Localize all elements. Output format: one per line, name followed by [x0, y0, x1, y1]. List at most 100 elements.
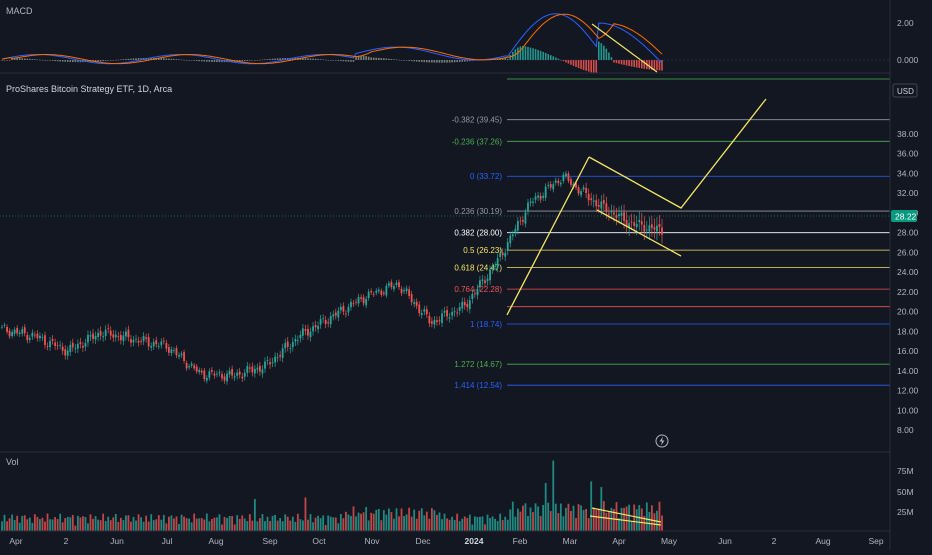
macd-hist-bar: [403, 60, 405, 61]
macd-hist-bar: [656, 60, 658, 71]
candle-body: [274, 356, 277, 363]
macd-hist-bar: [185, 60, 188, 61]
volume-bar: [160, 519, 163, 531]
volume-bar: [205, 513, 208, 531]
volume-bar: [66, 516, 69, 531]
flag-upper-projection[interactable]: [588, 98, 767, 209]
macd-hist-bar: [66, 60, 69, 62]
volume-bar: [16, 515, 19, 531]
volume-bar: [562, 516, 565, 531]
candle-body: [223, 376, 226, 381]
macd-hist-bar: [592, 60, 595, 73]
volume-bar: [251, 520, 254, 531]
candle-body: [438, 320, 441, 322]
candle-body: [13, 329, 16, 334]
macd-hist-bar: [1, 60, 3, 61]
macd-hist-bar: [183, 59, 185, 61]
volume-bars: [1, 460, 663, 531]
candle-body: [630, 221, 633, 223]
candle-body: [425, 309, 428, 315]
volume-bar: [433, 510, 436, 531]
candle-body: [114, 334, 117, 338]
macd-hist-bar: [74, 60, 77, 63]
fib-level-label: 0.764 (22.28): [454, 285, 502, 294]
candle-body: [615, 215, 618, 218]
price-pane[interactable]: ProShares Bitcoin Strategy ETF, 1D, Arca…: [0, 78, 919, 453]
volume-bar: [403, 516, 405, 531]
macd-hist-bar: [565, 60, 567, 63]
volume-bar: [628, 504, 631, 531]
candle-body: [327, 322, 330, 324]
macd-hist-bar: [266, 59, 269, 60]
candle-body: [423, 309, 426, 312]
volume-bar: [577, 504, 580, 531]
volume-bar: [451, 516, 454, 531]
volume-trendline-upper[interactable]: [591, 507, 662, 523]
candle-body: [610, 211, 613, 213]
macd-hist-bar: [127, 58, 130, 60]
candle-body: [433, 319, 436, 325]
macd-hist-bar: [438, 60, 441, 63]
trend-drawings[interactable]: [506, 98, 767, 316]
currency-box[interactable]: USD: [892, 83, 918, 98]
macd-hist-bar: [418, 60, 421, 62]
flag-lower-line[interactable]: [596, 209, 682, 257]
candle-body: [400, 288, 403, 294]
volume-pane[interactable]: Vol 75M 50M 25M: [0, 457, 914, 532]
candle-body: [410, 294, 413, 303]
candle-body: [150, 345, 153, 348]
volume-bar: [236, 515, 239, 531]
volume-tick-50m: 50M: [897, 487, 914, 497]
fib-level-label: 0.618 (24.47): [454, 263, 502, 272]
volume-bar: [514, 516, 517, 531]
fib-level-label: 1.272 (14.67): [454, 360, 502, 369]
currency-label: USD: [897, 87, 914, 96]
macd-hist-bar: [532, 48, 534, 60]
candle-body: [337, 310, 340, 318]
macd-hist-bar: [284, 58, 287, 60]
macd-hist-bar: [281, 58, 284, 60]
signal-line: [1, 13, 663, 65]
volume-trendline-lower[interactable]: [589, 515, 662, 526]
volume-bar: [145, 515, 148, 531]
macd-hist-bar: [26, 58, 29, 60]
macd-pane[interactable]: MACD 2.00 0.000: [0, 6, 919, 74]
candle-body: [190, 363, 193, 366]
time-axis[interactable]: Apr 2 Jun Jul Aug Sep Oct Nov Dec 2024 Feb Mar Apr Ma…: [9, 536, 883, 546]
candle-body: [324, 319, 327, 325]
volume-bar: [46, 513, 49, 531]
fibonacci-retracement[interactable]: -0.382 (39.45) -0.236 (37.26) 0 (33.72) 0.2…: [452, 78, 890, 390]
macd-divergence-line[interactable]: [591, 23, 658, 73]
candle-body: [607, 213, 610, 215]
volume-bar: [587, 518, 590, 531]
candle-body: [395, 282, 398, 285]
volume-bar: [486, 514, 489, 531]
macd-hist-bar: [56, 60, 59, 62]
candle-body: [562, 174, 565, 181]
impulse-trendline[interactable]: [506, 156, 590, 316]
volume-bar: [304, 497, 307, 531]
volume-bar: [299, 519, 302, 531]
macd-hist-bar: [448, 60, 451, 63]
candle-body: [271, 362, 274, 363]
volume-bar: [534, 503, 537, 531]
volume-bar: [461, 518, 464, 531]
volume-bar: [44, 521, 46, 531]
price-axis[interactable]: 38.0036.0034.0032.0030.0028.0026.0024.00…: [897, 129, 919, 435]
macd-hist-bar: [390, 58, 393, 60]
candle-body: [31, 332, 34, 337]
candle-body: [307, 328, 309, 336]
candle-body: [347, 307, 350, 313]
candle-body: [1, 326, 3, 328]
macd-hist-bar: [112, 60, 115, 61]
volume-bar: [635, 509, 638, 531]
time-tick: Apr: [9, 536, 22, 546]
macd-hist-bar: [653, 60, 656, 71]
candle-body: [147, 336, 150, 347]
candle-body: [226, 373, 228, 382]
volume-bar: [547, 502, 550, 531]
lightning-icon[interactable]: [655, 434, 669, 448]
volume-bar: [623, 507, 625, 531]
